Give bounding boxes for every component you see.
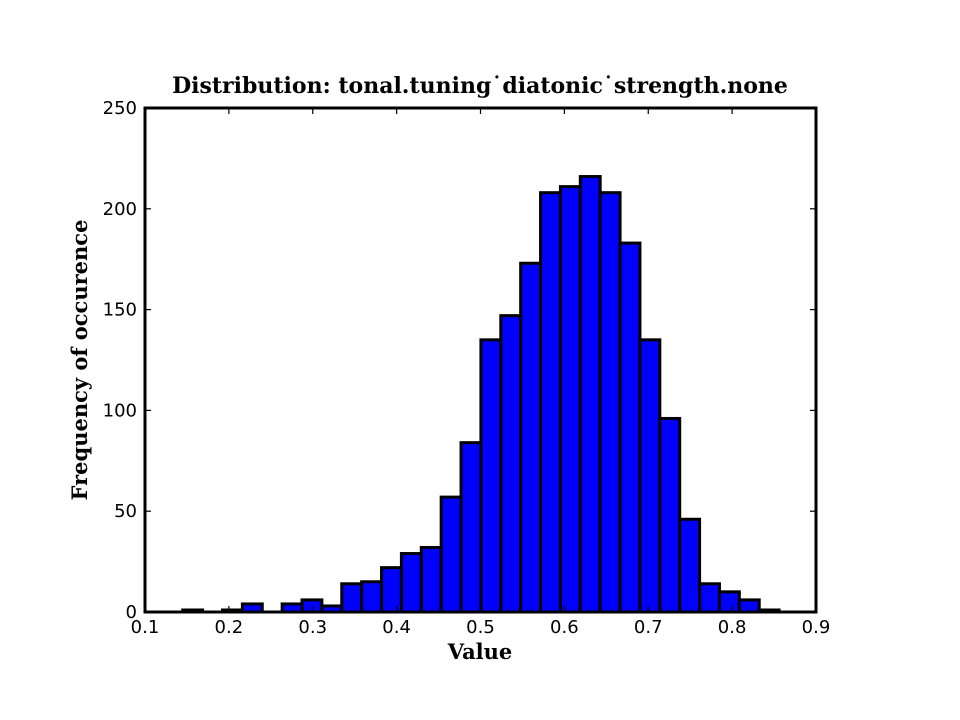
histogram-bar bbox=[558, 185, 582, 614]
histogram-bar bbox=[300, 598, 324, 614]
histogram-bar bbox=[717, 590, 741, 614]
x-tick-label: 0.4 bbox=[382, 617, 411, 638]
y-tick-label: 250 bbox=[103, 98, 137, 119]
y-tick-label: 0 bbox=[126, 602, 137, 623]
histogram-bar bbox=[340, 582, 364, 614]
x-tick-label: 0.1 bbox=[131, 617, 160, 638]
plot-frame bbox=[143, 106, 818, 614]
histogram-bar bbox=[737, 598, 761, 614]
histogram-bar bbox=[658, 416, 682, 614]
histogram-bar bbox=[419, 545, 443, 614]
histogram-bar bbox=[479, 338, 503, 614]
y-tick-label: 50 bbox=[114, 501, 137, 522]
x-axis-label: Value bbox=[447, 639, 513, 664]
y-tick-label: 150 bbox=[103, 300, 137, 321]
histogram-bar bbox=[519, 261, 543, 614]
histogram-bar bbox=[360, 580, 384, 614]
histogram-bar bbox=[618, 241, 642, 614]
histogram-bar bbox=[380, 566, 403, 614]
x-tick-label: 0.9 bbox=[802, 617, 831, 638]
histogram-bar bbox=[598, 191, 622, 614]
x-tick-label: 0.2 bbox=[215, 617, 244, 638]
chart-title: Distribution: tonal.tuning˙diatonic˙stre… bbox=[172, 73, 788, 99]
x-tick-label: 0.8 bbox=[718, 617, 747, 638]
x-tick-label: 0.5 bbox=[466, 617, 495, 638]
histogram-bar bbox=[678, 517, 702, 614]
histogram-bar bbox=[499, 314, 523, 614]
histogram-bar bbox=[439, 495, 463, 614]
histogram-bar bbox=[638, 338, 662, 614]
x-tick-label: 0.6 bbox=[550, 617, 579, 638]
histogram-bar bbox=[698, 582, 721, 614]
histogram-bar bbox=[399, 552, 423, 614]
x-tick-label: 0.7 bbox=[634, 617, 663, 638]
y-tick-label: 200 bbox=[103, 199, 137, 220]
histogram-bar bbox=[578, 175, 602, 614]
y-axis-label: Frequency of occurence bbox=[67, 220, 92, 501]
y-tick-label: 100 bbox=[103, 400, 137, 421]
histogram-bar bbox=[459, 441, 483, 614]
histogram-bar bbox=[539, 191, 562, 614]
x-tick-label: 0.3 bbox=[298, 617, 327, 638]
bars-group bbox=[181, 175, 781, 614]
